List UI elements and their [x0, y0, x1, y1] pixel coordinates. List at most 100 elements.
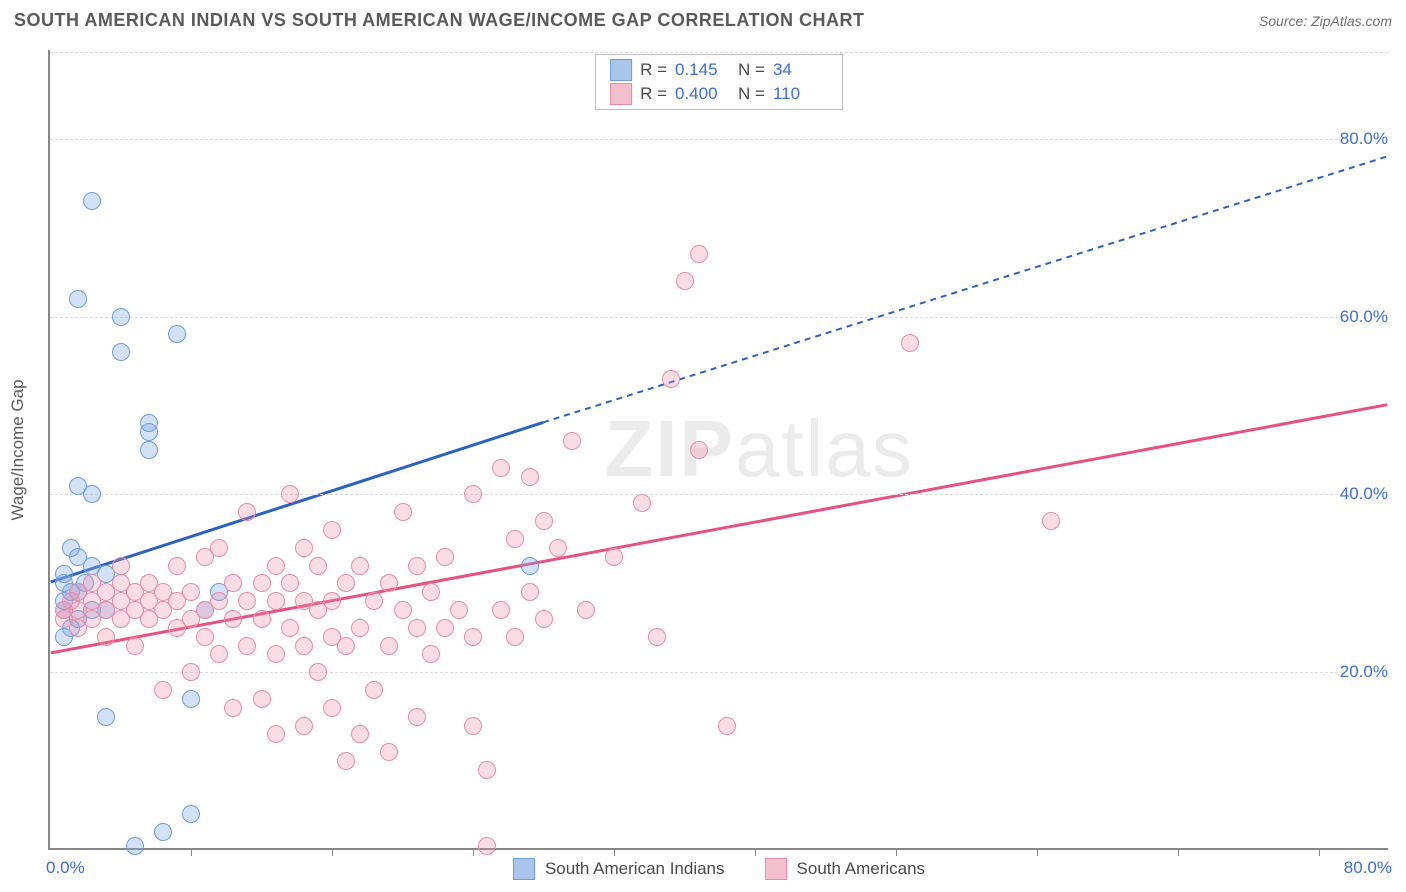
data-point-sa [224, 610, 242, 628]
watermark-rest: atlas [735, 404, 914, 493]
data-point-sa [267, 725, 285, 743]
data-point-sai [182, 805, 200, 823]
data-point-sa [506, 530, 524, 548]
data-point-sa [196, 628, 214, 646]
data-point-sa [422, 645, 440, 663]
data-point-sa [253, 690, 271, 708]
x-axis-end-label: 80.0% [1344, 858, 1392, 878]
data-point-sa [690, 441, 708, 459]
data-point-sa [478, 761, 496, 779]
data-point-sa [126, 637, 144, 655]
data-point-sai [168, 325, 186, 343]
data-point-sa [238, 637, 256, 655]
data-point-sa [210, 539, 228, 557]
data-point-sa [309, 663, 327, 681]
x-tick-mark [191, 848, 192, 856]
data-point-sai [112, 308, 130, 326]
data-point-sa [309, 557, 327, 575]
gridline [50, 494, 1388, 495]
data-point-sai [182, 690, 200, 708]
data-point-sa [408, 708, 426, 726]
data-point-sa [478, 837, 496, 855]
data-point-sa [323, 699, 341, 717]
data-point-sa [464, 717, 482, 735]
data-point-sa [337, 752, 355, 770]
data-point-sa [323, 521, 341, 539]
x-tick-mark [1037, 848, 1038, 856]
data-point-sa [267, 592, 285, 610]
data-point-sa [323, 592, 341, 610]
x-tick-mark [896, 848, 897, 856]
data-point-sa [535, 512, 553, 530]
legend-item-sai: South American Indians [513, 858, 725, 880]
data-point-sa [253, 574, 271, 592]
source-prefix: Source: [1259, 13, 1311, 29]
swatch-sa [610, 83, 632, 105]
data-point-sai [83, 485, 101, 503]
data-point-sa [464, 485, 482, 503]
data-point-sa [690, 245, 708, 263]
data-point-sa [238, 592, 256, 610]
data-point-sa [408, 557, 426, 575]
data-point-sa [549, 539, 567, 557]
data-point-sa [112, 557, 130, 575]
data-point-sa [97, 628, 115, 646]
data-point-sai [69, 290, 87, 308]
data-point-sai [154, 823, 172, 841]
gridline [50, 139, 1388, 140]
data-point-sa [365, 681, 383, 699]
data-point-sa [450, 601, 468, 619]
y-tick-label: 80.0% [1338, 129, 1390, 149]
data-point-sa [224, 574, 242, 592]
data-point-sa [1042, 512, 1060, 530]
stats-row-sai: R = 0.145 N = 34 [610, 59, 828, 81]
data-point-sa [436, 619, 454, 637]
data-point-sai [126, 837, 144, 855]
gridline [50, 672, 1388, 673]
x-tick-mark [755, 848, 756, 856]
watermark: ZIPatlas [604, 403, 913, 495]
data-point-sa [365, 592, 383, 610]
chart-header: SOUTH AMERICAN INDIAN VS SOUTH AMERICAN … [14, 10, 1392, 31]
data-point-sai [97, 708, 115, 726]
data-point-sa [154, 681, 172, 699]
gridline [50, 52, 1388, 53]
source-attribution: Source: ZipAtlas.com [1259, 13, 1392, 29]
data-point-sa [210, 645, 228, 663]
gridline [50, 317, 1388, 318]
data-point-sai [140, 441, 158, 459]
data-point-sa [295, 717, 313, 735]
data-point-sa [281, 574, 299, 592]
chart-title: SOUTH AMERICAN INDIAN VS SOUTH AMERICAN … [14, 10, 865, 31]
data-point-sa [662, 370, 680, 388]
legend-item-sa: South Americans [765, 858, 926, 880]
data-point-sa [605, 548, 623, 566]
x-tick-mark [473, 848, 474, 856]
data-point-sa [224, 699, 242, 717]
n-label: N = [738, 84, 765, 104]
data-point-sa [281, 619, 299, 637]
data-point-sa [337, 637, 355, 655]
watermark-bold: ZIP [604, 404, 734, 493]
data-point-sa [563, 432, 581, 450]
data-point-sa [267, 645, 285, 663]
swatch-sa [765, 858, 787, 880]
series-legend: South American Indians South Americans [513, 858, 925, 880]
x-tick-mark [614, 848, 615, 856]
data-point-sa [168, 557, 186, 575]
x-axis-start-label: 0.0% [46, 858, 85, 878]
trend-line-sa [51, 405, 1388, 653]
data-point-sai [112, 343, 130, 361]
data-point-sa [238, 503, 256, 521]
data-point-sa [506, 628, 524, 646]
data-point-sa [281, 485, 299, 503]
data-point-sai [55, 565, 73, 583]
n-value-sai: 34 [773, 60, 828, 80]
data-point-sa [380, 637, 398, 655]
swatch-sai [513, 858, 535, 880]
legend-label-sai: South American Indians [545, 859, 725, 879]
data-point-sa [351, 619, 369, 637]
plot-container: Wage/Income Gap ZIPatlas R = 0.145 N = 3… [48, 50, 1388, 850]
r-label: R = [640, 60, 667, 80]
data-point-sa [380, 574, 398, 592]
